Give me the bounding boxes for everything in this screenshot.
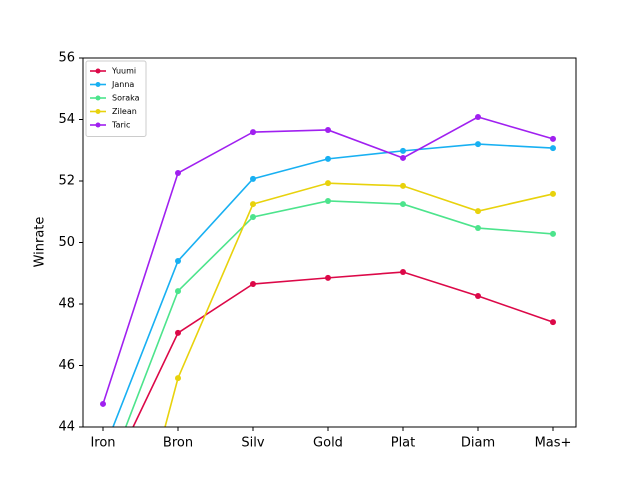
y-tick-label: 52 xyxy=(58,174,75,189)
legend-marker xyxy=(95,122,101,128)
legend-box xyxy=(85,60,147,137)
point xyxy=(400,201,406,208)
legend-label: Soraka xyxy=(112,94,140,103)
x-tick-label: Iron xyxy=(90,436,115,451)
point xyxy=(175,375,181,382)
point xyxy=(325,180,331,187)
y-tick-label: 56 xyxy=(58,51,75,66)
point xyxy=(550,135,556,142)
point xyxy=(100,400,106,407)
legend-label: Yuumi xyxy=(111,67,136,76)
point xyxy=(175,257,181,264)
point xyxy=(550,230,556,237)
x-tick-label: Plat xyxy=(391,436,416,451)
y-tick-label: 48 xyxy=(58,297,75,312)
point xyxy=(325,126,331,133)
point xyxy=(475,293,481,300)
x-tick-label: Diam xyxy=(461,436,495,451)
legend-marker xyxy=(95,109,101,114)
x-tick-label: Gold xyxy=(313,436,343,451)
point xyxy=(175,329,181,336)
y-tick-label: 44 xyxy=(58,420,75,435)
x-tick-label: Bron xyxy=(163,436,193,451)
point xyxy=(325,155,331,162)
y-tick-label: 54 xyxy=(58,112,75,127)
y-tick-label: 46 xyxy=(58,358,75,373)
y-axis-label: Winrate xyxy=(33,217,48,268)
point xyxy=(475,114,481,121)
point xyxy=(325,197,331,204)
plot-area xyxy=(100,114,556,427)
point xyxy=(400,269,406,276)
point xyxy=(550,190,556,197)
point xyxy=(400,182,406,189)
point xyxy=(175,170,181,177)
legend-label: Zilean xyxy=(112,107,137,116)
legend-label: Taric xyxy=(111,121,130,130)
point xyxy=(550,319,556,326)
x-tick-label: Silv xyxy=(241,436,264,451)
plot-frame xyxy=(82,57,577,428)
point xyxy=(250,175,256,182)
legend-label: Janna xyxy=(111,80,134,89)
point xyxy=(475,208,481,215)
point xyxy=(550,145,556,152)
point xyxy=(325,274,331,281)
point xyxy=(475,141,481,148)
point xyxy=(175,288,181,295)
point xyxy=(475,225,481,232)
point xyxy=(400,154,406,161)
legend-marker xyxy=(95,68,101,74)
point xyxy=(250,201,256,208)
legend-marker xyxy=(95,95,101,101)
legend-marker xyxy=(95,82,101,87)
x-tick-label: Mas+ xyxy=(535,436,572,451)
point xyxy=(400,147,406,154)
point xyxy=(250,281,256,288)
y-tick-label: 50 xyxy=(58,235,75,250)
point xyxy=(250,129,256,136)
point xyxy=(250,213,256,220)
